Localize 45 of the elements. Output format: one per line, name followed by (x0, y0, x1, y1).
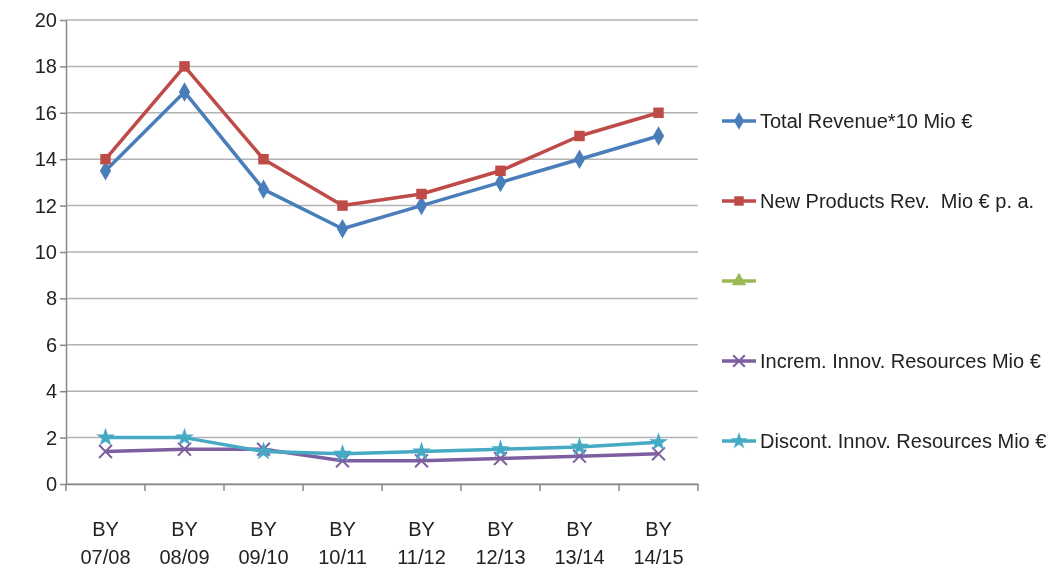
legend-label: Increm. Innov. Resources Mio € (760, 350, 1041, 372)
y-tick-label: 20 (34, 8, 57, 31)
y-tick-label: 6 (45, 333, 57, 356)
x-tick-label: BY 12/13 (475, 518, 526, 568)
legend-label: Discont. Innov. Resources Mio € (760, 430, 1047, 452)
point (258, 153, 269, 165)
point (493, 451, 508, 466)
y-tick-label: 10 (34, 240, 57, 263)
x-tick-label: BY 08/09 (159, 518, 210, 568)
x-tick-label: BY 11/12 (397, 518, 446, 568)
point (653, 107, 664, 119)
point (651, 446, 666, 462)
y-tick-label: 8 (45, 287, 57, 310)
point (98, 444, 113, 459)
point (412, 441, 431, 460)
point (495, 165, 506, 177)
y-tick-label: 12 (34, 194, 57, 217)
point (337, 200, 348, 211)
legend-label: Total Revenue*10 Mio € (760, 110, 973, 132)
legend-label: New Products Rev. Mio € p. a. (760, 190, 1035, 212)
x-tick-label: BY 09/10 (238, 518, 289, 568)
y-tick-label: 14 (34, 148, 57, 171)
point (649, 432, 668, 451)
x-tick-label: BY 13/14 (554, 518, 605, 568)
point (100, 153, 111, 165)
y-tick-label: 0 (45, 472, 57, 495)
y-tick-label: 2 (45, 426, 57, 449)
x-tick-label: BY 14/15 (633, 518, 684, 568)
y-tick-label: 18 (34, 55, 57, 78)
point (175, 427, 194, 446)
point (96, 427, 115, 446)
point (177, 441, 192, 457)
point (414, 453, 429, 469)
y-tick-label: 4 (45, 380, 57, 403)
point (572, 448, 587, 464)
y-tick-label: 16 (34, 101, 57, 124)
point (335, 453, 350, 469)
point (179, 61, 190, 72)
point (333, 443, 352, 462)
point (574, 130, 585, 142)
point (416, 188, 427, 200)
x-tick-label: BY 07/08 (80, 518, 131, 568)
x-tick-label: BY 10/11 (318, 518, 367, 568)
point (491, 439, 510, 458)
point (570, 436, 589, 455)
